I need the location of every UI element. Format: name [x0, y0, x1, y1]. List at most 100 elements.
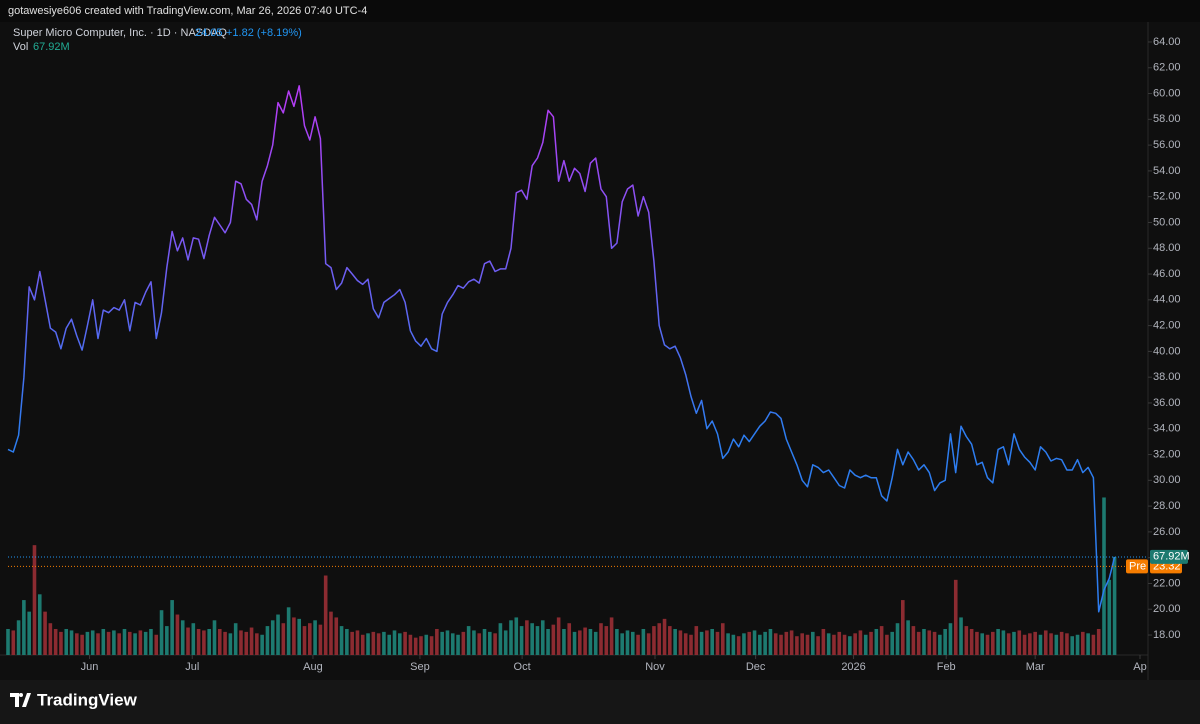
volume-bar	[1033, 631, 1037, 655]
volume-bar	[763, 631, 767, 655]
volume-bar	[768, 628, 773, 655]
volume-bar	[620, 633, 624, 655]
volume-bar	[525, 620, 529, 655]
volume-bar	[895, 623, 900, 655]
y-tick-label: 60.00	[1153, 87, 1181, 99]
y-tick-label: 36.00	[1153, 397, 1181, 409]
volume-bar	[202, 630, 206, 655]
y-tick-label: 26.00	[1153, 526, 1181, 538]
volume-bar	[906, 620, 910, 655]
y-tick-label: 40.00	[1153, 345, 1181, 357]
volume-bar	[43, 611, 47, 655]
volume-bar	[652, 626, 656, 655]
volume-bar	[657, 623, 662, 655]
volume-bar	[106, 631, 111, 655]
volume-bar	[482, 628, 487, 655]
volume-bar	[488, 631, 492, 655]
volume-bar	[535, 626, 540, 655]
volume-bar	[75, 633, 79, 655]
volume-bar	[112, 630, 116, 655]
volume-bar	[1022, 634, 1027, 655]
y-tick-label: 22.00	[1153, 577, 1181, 589]
legend-title: Super Micro Computer, Inc. · 1D · NASDAQ	[13, 27, 227, 39]
x-tick-label: Jun	[81, 661, 99, 673]
legend-last: 24.05	[195, 27, 223, 39]
x-tick-label: Mar	[1026, 661, 1045, 673]
volume-bar	[980, 633, 985, 655]
volume-bar	[715, 631, 720, 655]
volume-bar	[890, 631, 895, 655]
volume-bar	[450, 633, 455, 655]
volume-bar	[466, 626, 471, 655]
volume-bar	[233, 623, 238, 655]
volume-bar	[922, 628, 926, 655]
volume-bar	[1049, 633, 1053, 655]
volume-bar	[837, 631, 842, 655]
volume-bars	[6, 497, 1117, 655]
volume-bar	[985, 634, 990, 655]
volume-bar	[874, 628, 879, 655]
volume-bar	[509, 620, 513, 655]
volume-bar	[1038, 634, 1043, 655]
volume-legend-value: 67.92M	[33, 41, 70, 53]
volume-bar	[916, 631, 921, 655]
volume-bar	[217, 628, 222, 655]
volume-bar	[752, 630, 757, 655]
volume-bar	[493, 633, 497, 655]
volume-bar	[138, 630, 143, 655]
volume-bar	[329, 611, 333, 655]
premarket-label-box	[1126, 559, 1148, 574]
header-text: gotawesiye606 created with TradingView.c…	[8, 5, 367, 17]
volume-bar	[302, 626, 307, 655]
x-tick-label: 2026	[841, 661, 865, 673]
x-tick-label: Nov	[645, 661, 665, 673]
volume-bar	[810, 631, 815, 655]
volume-bar	[879, 626, 884, 655]
volume-legend-name: Vol	[13, 41, 28, 53]
y-tick-label: 32.00	[1153, 448, 1181, 460]
volume-bar	[323, 575, 328, 655]
volume-bar	[858, 630, 863, 655]
volume-bar	[191, 623, 196, 655]
volume-bar	[85, 631, 90, 655]
volume-bar	[11, 630, 16, 655]
volume-bar	[48, 623, 53, 655]
volume-bar	[260, 634, 264, 655]
volume-bar	[731, 634, 736, 655]
y-tick-label: 54.00	[1153, 165, 1181, 177]
volume-bar	[1012, 631, 1016, 655]
volume-bar	[154, 634, 159, 655]
volume-bar	[1017, 630, 1022, 655]
volume-bar	[900, 600, 905, 655]
volume-bar	[313, 620, 317, 655]
volume-bar	[800, 633, 805, 655]
volume-bar	[37, 594, 42, 655]
volume-bar	[869, 631, 873, 655]
footer-bar	[0, 680, 1200, 724]
volume-bar	[371, 631, 376, 655]
volume-bar	[429, 636, 434, 655]
volume-bar	[1059, 631, 1064, 655]
volume-bar	[927, 630, 932, 655]
volume-bar	[996, 628, 1000, 655]
volume-bar	[641, 628, 646, 655]
volume-bar	[286, 607, 291, 655]
volume-bar	[1086, 633, 1090, 655]
volume-bar	[848, 636, 852, 655]
volume-bar	[212, 620, 217, 655]
volume-bar	[572, 631, 577, 655]
volume-bar	[1075, 634, 1080, 655]
volume-bar	[255, 633, 259, 655]
volume-bar	[392, 630, 397, 655]
volume-bar	[1081, 631, 1085, 655]
volume-bar	[953, 579, 958, 655]
volume-bar	[1006, 633, 1011, 655]
volume-bar	[1091, 634, 1096, 655]
volume-bar	[530, 623, 534, 655]
volume-bar	[540, 620, 545, 655]
volume-bar	[239, 630, 243, 655]
volume-bar	[556, 617, 561, 655]
volume-bar	[991, 631, 995, 655]
volume-bar	[355, 630, 360, 655]
